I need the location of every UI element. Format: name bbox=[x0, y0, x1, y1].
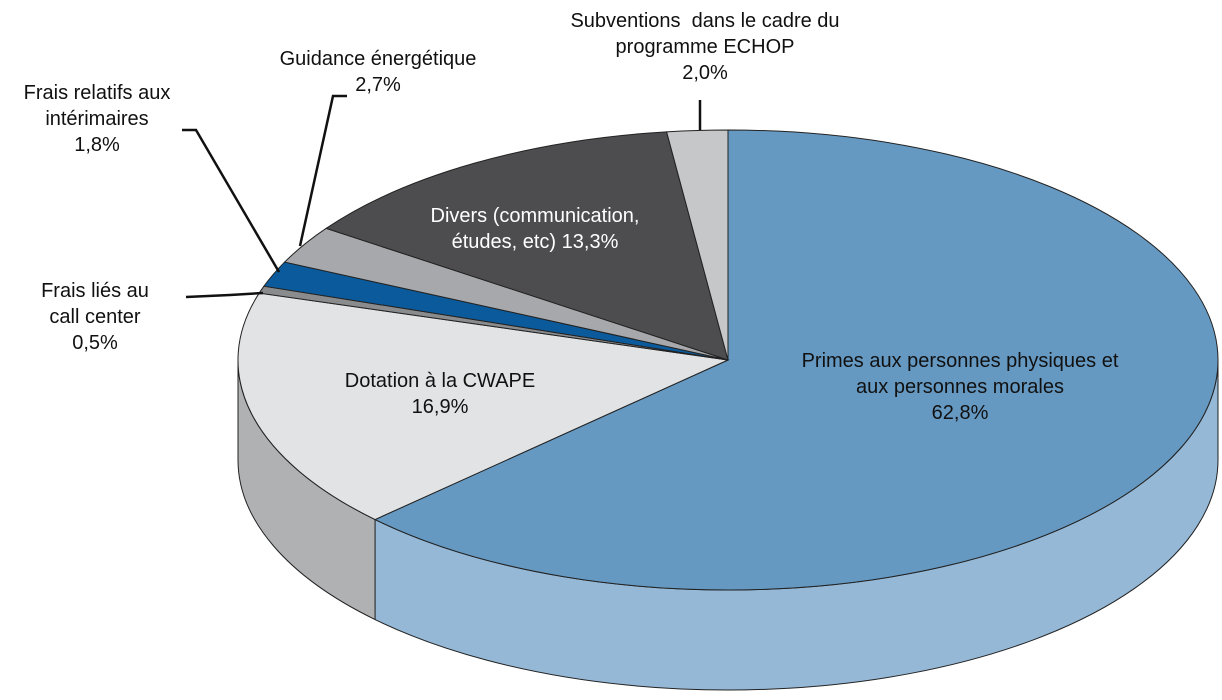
slice-value: 13,3% bbox=[561, 231, 619, 253]
slice bbox=[237, 292, 730, 521]
slice-value: 2,0% bbox=[682, 62, 728, 84]
slice-label: Frais liés au call center 0,5% bbox=[30, 278, 160, 356]
slice-value: 16,9% bbox=[411, 396, 469, 418]
leader-line bbox=[298, 94, 347, 247]
slice-name: Subventions dans le cadre du programme E… bbox=[570, 10, 846, 58]
slice-label: Guidance énergétique 2,7% bbox=[238, 46, 518, 98]
slice-label: Divers (communication, études, etc) 13,3… bbox=[395, 203, 675, 255]
slice-label: Frais relatifs aux intérimaires 1,8% bbox=[2, 80, 192, 158]
slice bbox=[373, 129, 1219, 591]
slice-name: Frais liés au call center bbox=[41, 280, 155, 328]
slice-value: 2,7% bbox=[355, 74, 401, 96]
slice-name: Guidance énergétique bbox=[279, 48, 477, 70]
slice-name: Frais relatifs aux intérimaires bbox=[23, 82, 176, 130]
slice-label: Subventions dans le cadre du programme E… bbox=[525, 8, 885, 86]
slice-value: 1,8% bbox=[74, 134, 120, 156]
slice-name: Primes aux personnes physiques et aux pe… bbox=[801, 350, 1124, 398]
slice bbox=[665, 129, 729, 361]
slice bbox=[325, 131, 729, 361]
slice-value: 62,8% bbox=[931, 402, 989, 424]
slice-name: Dotation à la CWAPE bbox=[344, 370, 536, 392]
slice-label: Dotation à la CWAPE 16,9% bbox=[305, 368, 575, 420]
leader-line bbox=[185, 291, 264, 299]
leader-line bbox=[182, 128, 281, 273]
slice-name: Divers (communication, études, etc) bbox=[430, 205, 646, 253]
slice-label: Primes aux personnes physiques et aux pe… bbox=[790, 348, 1130, 426]
slice-value: 0,5% bbox=[72, 332, 118, 354]
